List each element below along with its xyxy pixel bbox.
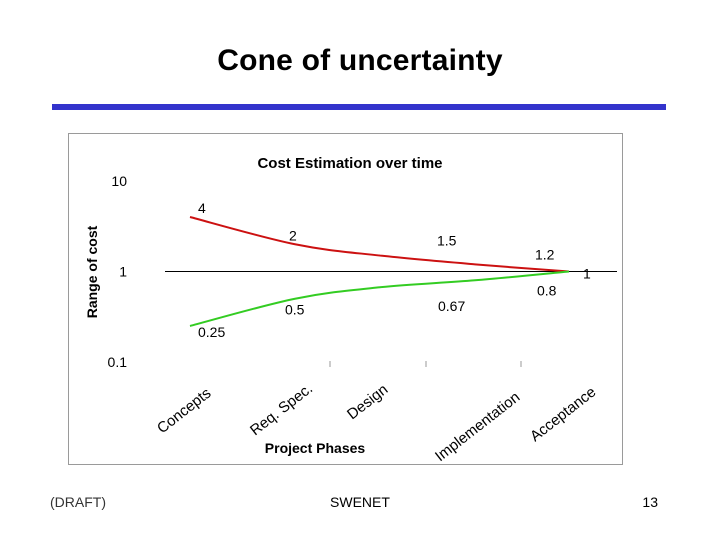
footer-page-number: 13 (642, 494, 658, 510)
title-rule (52, 104, 666, 110)
data-label-lower: 0.67 (438, 298, 465, 314)
chart-frame: Cost Estimation over time Range of cost … (68, 133, 623, 465)
cost-estimation-chart: Cost Estimation over time Range of cost … (84, 155, 617, 465)
y-tick-label: 0.1 (108, 354, 128, 370)
data-label-upper: 1 (583, 266, 591, 282)
footer-draft: (DRAFT) (50, 494, 106, 510)
data-label-upper: 2 (289, 227, 297, 243)
series-line-lower (189, 270, 570, 327)
category-label: Concepts (154, 385, 214, 437)
data-label-lower: 0.8 (537, 282, 557, 298)
category-label: Req. Spec. (247, 380, 316, 439)
category-label: Implementation (432, 389, 523, 464)
series-line-upper (189, 216, 570, 273)
data-label-lower: 0.5 (285, 302, 305, 318)
data-label-upper: 1.2 (535, 246, 555, 262)
category-label: Acceptance (527, 383, 599, 445)
y-tick-label: 10 (111, 173, 127, 189)
y-tick-label: 1 (119, 264, 127, 280)
footer-swenet: SWENET (330, 494, 390, 510)
data-label-upper: 4 (198, 200, 206, 216)
chart-title: Cost Estimation over time (257, 155, 442, 172)
data-label-upper: 1.5 (437, 233, 457, 249)
slide-title: Cone of uncertainty (217, 44, 503, 77)
x-axis-label: Project Phases (265, 440, 366, 456)
category-label: Design (344, 381, 391, 423)
data-label-lower: 0.25 (198, 324, 225, 340)
y-axis-label: Range of cost (84, 225, 100, 318)
